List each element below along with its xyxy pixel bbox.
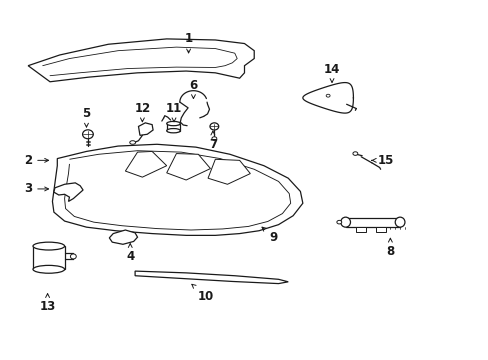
Polygon shape	[52, 144, 302, 235]
Polygon shape	[356, 227, 366, 232]
Ellipse shape	[70, 254, 76, 259]
Ellipse shape	[33, 242, 64, 250]
Text: 6: 6	[189, 79, 197, 99]
Polygon shape	[166, 154, 210, 180]
Text: 11: 11	[165, 102, 182, 122]
Polygon shape	[375, 227, 385, 232]
Text: 12: 12	[134, 102, 150, 122]
Polygon shape	[207, 159, 250, 184]
Ellipse shape	[394, 217, 404, 227]
Text: 9: 9	[262, 227, 277, 244]
Text: 14: 14	[323, 63, 340, 82]
Text: 5: 5	[82, 107, 90, 127]
Ellipse shape	[336, 220, 341, 224]
Ellipse shape	[352, 152, 357, 156]
Text: 2: 2	[24, 154, 48, 167]
Polygon shape	[109, 230, 137, 244]
Ellipse shape	[325, 94, 329, 97]
Polygon shape	[33, 246, 64, 269]
Text: 1: 1	[184, 32, 192, 53]
Ellipse shape	[166, 129, 180, 133]
Text: 3: 3	[24, 183, 48, 195]
Polygon shape	[166, 123, 180, 131]
Ellipse shape	[129, 141, 135, 144]
Text: 15: 15	[371, 154, 393, 167]
Polygon shape	[54, 183, 83, 202]
Polygon shape	[125, 152, 166, 177]
Ellipse shape	[209, 123, 218, 130]
Ellipse shape	[82, 130, 93, 139]
Text: 7: 7	[208, 131, 217, 151]
Ellipse shape	[340, 217, 350, 227]
Ellipse shape	[33, 265, 64, 273]
Polygon shape	[28, 39, 254, 82]
Text: 4: 4	[126, 244, 134, 263]
Ellipse shape	[166, 121, 180, 126]
Text: 8: 8	[386, 238, 394, 258]
Ellipse shape	[211, 137, 216, 140]
Text: 10: 10	[191, 284, 213, 303]
Polygon shape	[135, 271, 287, 284]
Polygon shape	[345, 217, 399, 227]
Text: 13: 13	[40, 294, 56, 313]
Polygon shape	[302, 82, 353, 113]
Polygon shape	[138, 123, 153, 135]
